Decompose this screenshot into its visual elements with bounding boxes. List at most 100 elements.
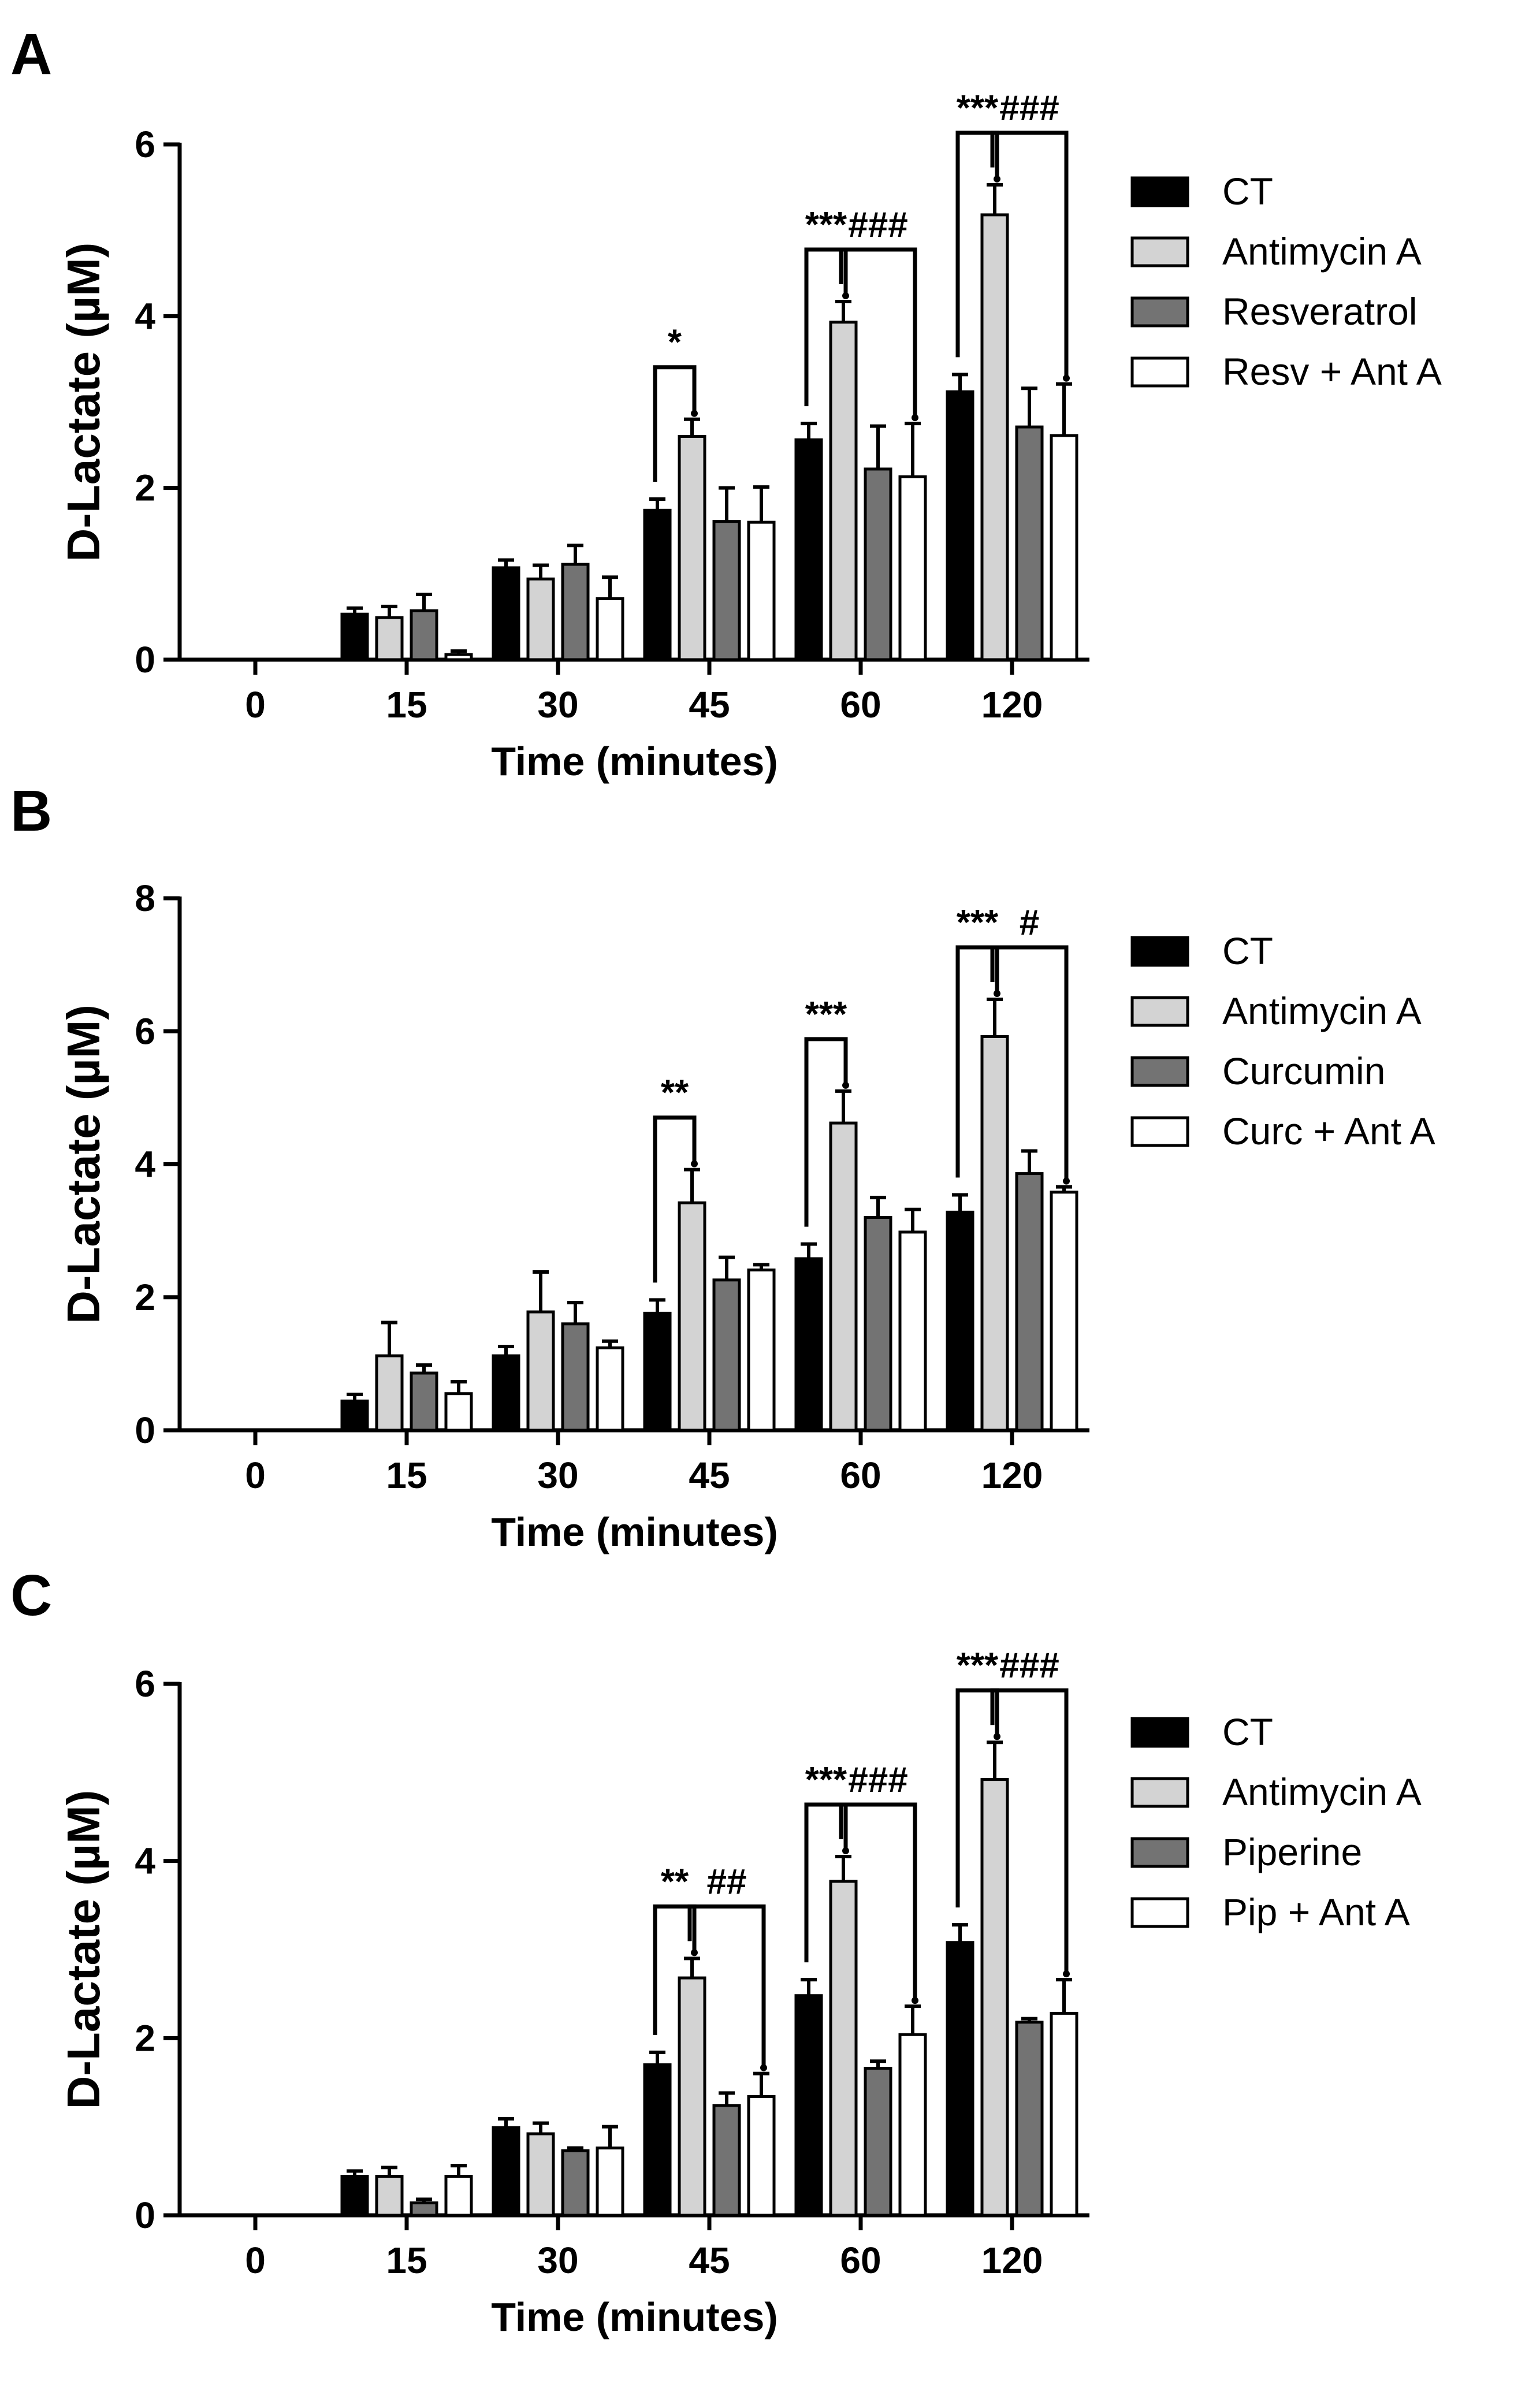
significance-label: *** [805, 1760, 847, 1800]
bar-ct [946, 390, 974, 661]
bar-resveratrol [410, 609, 438, 661]
bar-pip-ant-a [1050, 2011, 1078, 2217]
legend-swatch [1130, 1837, 1189, 1868]
panel-label: C [10, 1563, 52, 1628]
legend-swatch [1130, 296, 1189, 328]
significance-label: # [1020, 903, 1039, 943]
bar-pip-ant-a [444, 2175, 473, 2217]
y-tick-label: 4 [135, 1840, 155, 1882]
bar-resv-ant-a [444, 653, 473, 661]
x-tick-label: 0 [245, 2240, 266, 2281]
bar-ct [340, 2175, 369, 2217]
bar-resv-ant-a [596, 597, 624, 661]
bar-antimycin-a [526, 1310, 555, 1432]
bar-antimycin-a [829, 321, 858, 661]
x-tick-label: 45 [689, 684, 730, 726]
y-axis-title: D-Lactate (µM) [58, 243, 109, 562]
bracket-end [912, 1997, 918, 2004]
bracket-end [760, 2064, 767, 2071]
bracket-end [842, 1081, 849, 1089]
x-tick-label: 45 [689, 1455, 730, 1496]
significance-label: *** [957, 903, 999, 943]
bar-curcumin [864, 1216, 892, 1432]
x-tick-label: 15 [386, 1455, 427, 1496]
significance-label: ** [661, 1862, 689, 1902]
legend: CT Antimycin A Curcumin Curc + Ant A [1130, 929, 1435, 1152]
x-tick-label: 30 [537, 2240, 578, 2281]
significance-label: ## [707, 1862, 747, 1902]
bar-ct [340, 1399, 369, 1432]
legend-swatch [1130, 236, 1189, 267]
bracket-end [691, 410, 698, 417]
y-tick-label: 0 [135, 1409, 155, 1451]
significance-label: ### [999, 1646, 1059, 1686]
significance-bracket [955, 945, 999, 1178]
significance-label: *** [957, 1646, 999, 1686]
legend-label: CT [1222, 1710, 1273, 1753]
significance-bracket [990, 131, 1069, 378]
bar-antimycin-a [678, 1976, 706, 2217]
legend-label: Piperine [1222, 1831, 1362, 1873]
bar-resv-ant-a [898, 475, 927, 661]
x-tick-label: 120 [981, 684, 1043, 726]
significance-bracket [955, 1688, 999, 1908]
bracket-end [1063, 1177, 1070, 1185]
y-tick-label: 6 [135, 1010, 155, 1052]
bar-curc-ant-a [747, 1269, 776, 1432]
x-axis-title: Time (minutes) [491, 739, 778, 784]
y-tick-label: 8 [135, 877, 155, 919]
bracket-end [842, 292, 849, 300]
significance-bracket [804, 1037, 848, 1227]
x-tick-label: 15 [386, 2240, 427, 2281]
bar-curcumin [1015, 1172, 1044, 1432]
bar-curc-ant-a [898, 1230, 927, 1432]
y-tick-label: 2 [135, 2017, 155, 2059]
bar-ct [794, 1994, 823, 2217]
y-tick-label: 0 [135, 2194, 155, 2236]
significance-bracket [653, 1115, 697, 1283]
significance-label: * [668, 323, 682, 363]
y-tick-label: 4 [135, 1144, 155, 1185]
y-tick-label: 2 [135, 467, 155, 509]
bar-antimycin-a [526, 577, 555, 661]
bar-curcumin [712, 1278, 741, 1432]
bar-ct [340, 612, 369, 661]
bar-ct [794, 1257, 823, 1432]
bar-curc-ant-a [1050, 1191, 1078, 1432]
bar-resveratrol [712, 520, 741, 661]
significance-bracket [687, 1904, 766, 2068]
significance-bracket [955, 131, 999, 358]
x-tick-label: 30 [537, 1455, 578, 1496]
y-tick-label: 2 [135, 1277, 155, 1318]
bar-antimycin-a [829, 1121, 858, 1432]
significance-label: ### [848, 1760, 907, 1800]
x-tick-label: 120 [981, 1455, 1043, 1496]
significance-label: ### [848, 205, 907, 245]
panel-label: B [10, 779, 52, 843]
y-axis-title: D-Lactate (µM) [58, 1790, 109, 2110]
bracket-end [994, 175, 1000, 183]
x-tick-label: 60 [840, 2240, 881, 2281]
bar-ct [492, 566, 520, 661]
legend-label: Antimycin A [1222, 230, 1422, 273]
significance-label: ### [999, 88, 1059, 128]
y-tick-label: 6 [135, 124, 155, 165]
legend-swatch [1130, 1056, 1189, 1087]
panel-b: B 0 2 4 6 8 0 15 30 45 60 120 Time (minutes) D-Lactat… [10, 779, 1435, 1554]
bar-piperine [410, 2201, 438, 2217]
bar-antimycin-a [375, 2175, 404, 2217]
legend-label: CT [1222, 170, 1273, 213]
legend-label: Curcumin [1222, 1050, 1385, 1092]
legend-label: Antimycin A [1222, 990, 1422, 1032]
y-axis-title: D-Lactate (µM) [58, 1005, 109, 1324]
bracket-end [994, 990, 1000, 997]
legend-label: Resv + Ant A [1222, 350, 1442, 393]
x-tick-label: 60 [840, 684, 881, 726]
x-axis-title: Time (minutes) [491, 2294, 778, 2339]
bar-antimycin-a [678, 434, 706, 661]
bar-antimycin-a [678, 1201, 706, 1432]
legend: CT Antimycin A Resveratrol Resv + Ant A [1130, 170, 1442, 393]
significance-bracket [804, 1802, 848, 1963]
